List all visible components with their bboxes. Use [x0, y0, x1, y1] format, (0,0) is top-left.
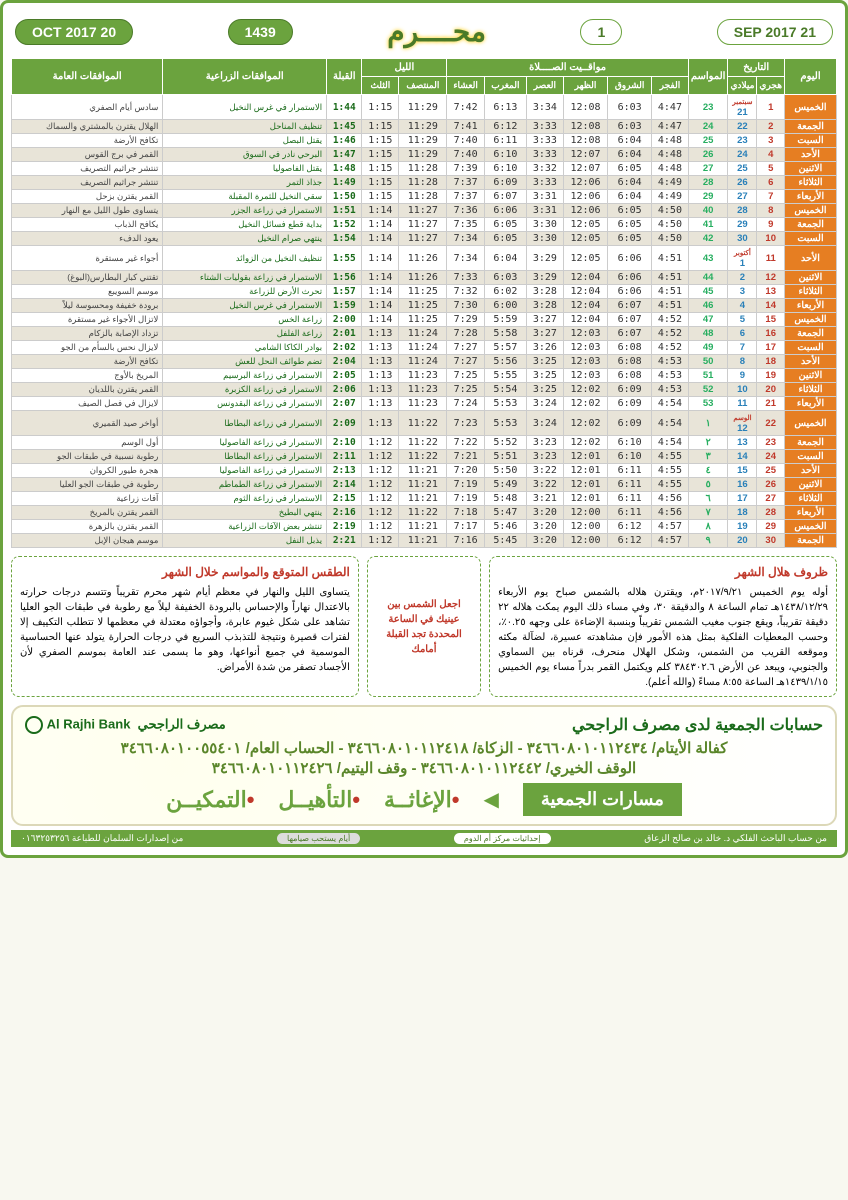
tracks-label: مسارات الجمعية: [523, 783, 682, 816]
hijri-year: 1439: [228, 19, 293, 45]
table-row: الخميس2919٨4:576:1212:003:205:467:1711:2…: [12, 520, 837, 534]
arrow-icon: ◀: [483, 787, 498, 812]
table-row: الخميس155474:526:0712:043:275:597:2911:2…: [12, 313, 837, 327]
table-row: الأربعاء144464:516:0712:043:286:007:3011…: [12, 299, 837, 313]
col-prayers: مواقــيت الصــــلاة: [447, 59, 688, 77]
table-row: السبت2414٣4:556:1012:013:235:517:2111:22…: [12, 450, 837, 464]
sub-maghrib: المغرب: [484, 77, 526, 95]
bank-block: حسابات الجمعية لدى مصرف الراجحي مصرف الر…: [11, 705, 837, 826]
table-row: الجمعة929414:506:0512:053:306:057:3511:2…: [12, 218, 837, 232]
table-row: الجمعة222244:476:0312:083:336:127:4111:2…: [12, 120, 837, 134]
gregorian-start: 21 SEP 2017: [717, 19, 833, 45]
table-row: الثلاثاء133454:516:0612:043:286:027:3211…: [12, 285, 837, 299]
table-row: الاثنين199514:536:0812:033:255:557:2511:…: [12, 369, 837, 383]
col-agri: الموافقات الزراعية: [163, 59, 327, 95]
table-row: الاثنين525274:486:0512:073:326:107:3911:…: [12, 162, 837, 176]
col-day: اليوم: [785, 59, 837, 95]
footer: من حساب الباحث الفلكي د. خالد بن صالح ال…: [11, 830, 837, 847]
bank-line2: الوقف الخيري/ ٣٤٦٦٠٨٠١٠١١٢٤٤٢ - وقف اليت…: [25, 759, 823, 777]
table-row: الأربعاء727294:496:0412:063:316:077:3711…: [12, 190, 837, 204]
table-row: الثلاثاء2010524:536:0912:023:255:547:251…: [12, 383, 837, 397]
sub-third: الثلث: [362, 77, 399, 95]
col-date: التاريخ: [728, 59, 785, 77]
sub-shuruq: الشروق: [608, 77, 652, 95]
sub-asr: العصر: [526, 77, 563, 95]
table-row: الخميس1سبتمبر21234:476:0312:083:346:137:…: [12, 95, 837, 120]
col-night: الليل: [362, 59, 447, 77]
col-qibla: القبلة: [327, 59, 362, 95]
calendar-table: اليوم التاريخ المواسم مواقــيت الصــــلا…: [11, 58, 837, 548]
table-row: الأحد188504:536:0812:033:255:567:2711:24…: [12, 355, 837, 369]
table-row: الجمعة166484:526:0712:033:275:587:2811:2…: [12, 327, 837, 341]
footer-coords: إحداثيات مركز أم الدوم: [454, 833, 551, 844]
table-row: الثلاثاء626284:496:0412:063:336:097:3711…: [12, 176, 837, 190]
table-row: الخميس22الوسم12١4:546:0912:023:245:537:2…: [12, 411, 837, 436]
table-row: الثلاثاء2717٦4:566:1112:013:215:487:1911…: [12, 492, 837, 506]
table-row: الأربعاء2111534:546:0912:023:245:537:241…: [12, 397, 837, 411]
sub-miladi: ميلادي: [728, 77, 757, 95]
calendar-page: 21 SEP 2017 1 محــــرم 1439 20 OCT 2017 …: [0, 0, 848, 858]
table-row: الأحد2515٤4:556:1112:013:225:507:2011:21…: [12, 464, 837, 478]
bank-logo-icon: [25, 716, 43, 734]
table-row: الاثنين2616٥4:556:1112:013:225:497:1911:…: [12, 478, 837, 492]
weather-body: يتساوى الليل والنهار في معظم أيام شهر مح…: [20, 585, 350, 675]
table-row: الجمعة3020٩4:576:1212:003:205:457:1611:2…: [12, 534, 837, 548]
sub-dhuhr: الظهر: [563, 77, 607, 95]
table-row: الخميس828404:506:0512:063:316:067:3611:2…: [12, 204, 837, 218]
table-row: السبت323254:486:0412:083:336:117:4011:29…: [12, 134, 837, 148]
table-row: الأربعاء2818٧4:566:1112:003:205:477:1811…: [12, 506, 837, 520]
bank-logo-ar: مصرف الراجحي: [138, 716, 226, 731]
footer-right: من حساب الباحث الفلكي د. خالد بن صالح ال…: [644, 833, 827, 844]
footer-fast: أيام يستحب صيامها: [277, 833, 360, 844]
tracks: •الإغاثــة •التأهيــل •التمكيــن: [166, 787, 459, 813]
table-row: الأحد424264:486:0412:073:336:107:4011:29…: [12, 148, 837, 162]
qibla-note: اجعل الشمس بين عينيك في الساعة المحددة ت…: [367, 556, 481, 697]
bank-line1: كفالة الأيتام/ ٣٤٦٦٠٨٠١٠١١٢٤٣٤ - الزكاة/…: [25, 739, 823, 757]
crescent-title: ظروف هلال الشهر: [498, 563, 828, 581]
bank-logo-en: Al Rajhi Bank: [47, 716, 131, 731]
info-blocks: ظروف هلال الشهر أوله يوم الخميس ٢٠١٧/٩/٢…: [11, 556, 837, 697]
col-gen: الموافقات العامة: [12, 59, 163, 95]
weather-title: الطقس المتوقع والمواسم خلال الشهر: [20, 563, 350, 581]
footer-left: من إصدارات السلمان للطباعة ٠١٦٣٢٥٣٢٥٦: [21, 833, 183, 844]
col-season: المواسم: [688, 59, 728, 95]
table-row: الاثنين122444:516:0612:043:296:037:3311:…: [12, 271, 837, 285]
gregorian-end: 20 OCT 2017: [15, 19, 133, 45]
table-row: الأحد11أكتوبر1434:516:0612:053:296:047:3…: [12, 246, 837, 271]
sub-hijri: هجري: [757, 77, 785, 95]
table-row: الجمعة2313٢4:546:1012:023:235:527:2211:2…: [12, 436, 837, 450]
weather-block: الطقس المتوقع والمواسم خلال الشهر يتساوى…: [11, 556, 359, 697]
hijri-day: 1: [580, 19, 622, 45]
sub-isha: العشاء: [447, 77, 484, 95]
sub-midnight: المنتصف: [399, 77, 447, 95]
crescent-block: ظروف هلال الشهر أوله يوم الخميس ٢٠١٧/٩/٢…: [489, 556, 837, 697]
crescent-body: أوله يوم الخميس ٢٠١٧/٩/٢١م، ويقترن هلاله…: [498, 585, 828, 690]
table-row: السبت177494:526:0812:033:265:577:2711:24…: [12, 341, 837, 355]
bank-title: حسابات الجمعية لدى مصرف الراجحي: [572, 715, 823, 735]
month-name: محــــرم: [387, 15, 486, 48]
sub-fajr: الفجر: [652, 77, 689, 95]
table-row: السبت1030424:506:0512:053:306:057:3411:2…: [12, 232, 837, 246]
header: 21 SEP 2017 1 محــــرم 1439 20 OCT 2017: [11, 11, 837, 52]
